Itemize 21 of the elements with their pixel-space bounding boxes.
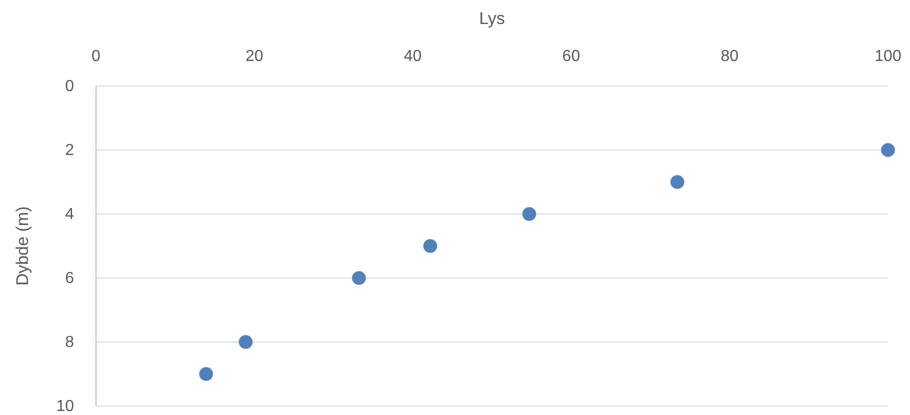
x-tick-label: 60: [562, 48, 580, 65]
point: [522, 207, 536, 221]
y-tick-label: 4: [65, 206, 74, 224]
y-tick-label: 8: [65, 334, 74, 352]
y-tick-label: 10: [56, 398, 74, 415]
y-tick-label: 6: [65, 270, 74, 288]
point: [238, 335, 253, 349]
x-tick-label: 0: [92, 48, 101, 65]
point: [670, 175, 684, 189]
point: [199, 367, 213, 381]
point: [352, 271, 366, 285]
x-tick-label: 20: [246, 48, 264, 65]
point: [881, 143, 895, 157]
y-tick-label: 0: [65, 78, 74, 96]
point: [423, 239, 438, 253]
x-axis-title: Lys: [479, 9, 505, 28]
y-tick-label: 2: [65, 142, 74, 160]
x-tick-label: 40: [404, 48, 422, 65]
x-tick-label: 80: [720, 48, 739, 65]
y-axis-title: Dybde (m): [13, 206, 32, 286]
x-tick-label: 100: [874, 48, 902, 65]
